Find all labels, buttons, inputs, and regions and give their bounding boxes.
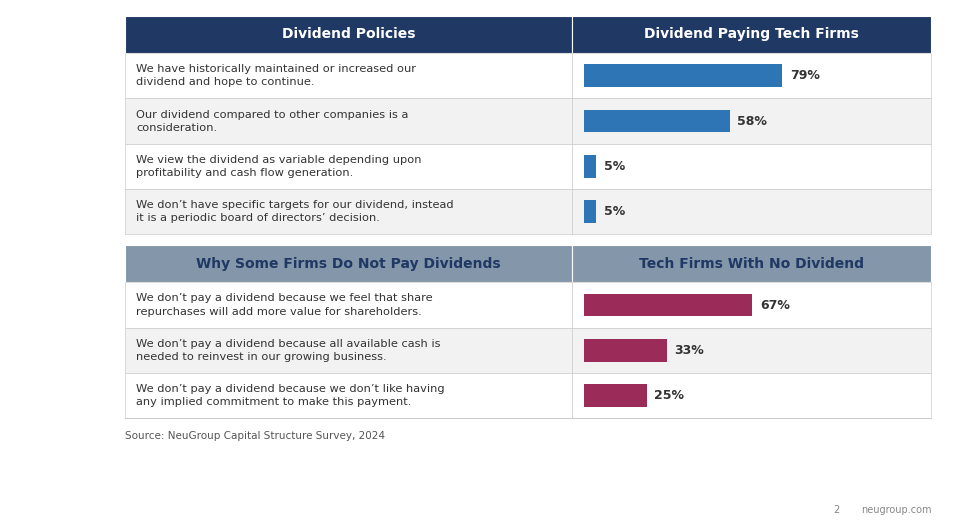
Text: Dividend Paying Tech Firms: Dividend Paying Tech Firms [644,28,859,41]
FancyBboxPatch shape [572,53,931,98]
Text: 33%: 33% [675,344,705,357]
Text: 25%: 25% [655,389,684,402]
FancyBboxPatch shape [125,328,572,373]
Text: Why Some Firms Do Not Pay Dividends: Why Some Firms Do Not Pay Dividends [196,257,501,270]
Text: 79%: 79% [790,69,820,82]
Text: Our dividend compared to other companies is a
consideration.: Our dividend compared to other companies… [136,109,409,133]
Text: We don’t pay a dividend because we feel that share
repurchases will add more val: We don’t pay a dividend because we feel … [136,293,433,317]
FancyBboxPatch shape [125,282,572,328]
Text: neugroup.com: neugroup.com [861,505,931,515]
FancyBboxPatch shape [584,201,596,223]
FancyBboxPatch shape [572,328,931,373]
FancyBboxPatch shape [584,384,647,407]
FancyBboxPatch shape [584,110,730,132]
Text: We don’t pay a dividend because all available cash is
needed to reinvest in our : We don’t pay a dividend because all avai… [136,339,441,362]
Text: Source: NeuGroup Capital Structure Survey, 2024: Source: NeuGroup Capital Structure Surve… [125,431,385,441]
FancyBboxPatch shape [572,373,931,418]
FancyBboxPatch shape [125,189,572,234]
FancyBboxPatch shape [125,53,572,98]
Text: We don’t pay a dividend because we don’t like having
any implied commitment to m: We don’t pay a dividend because we don’t… [136,384,444,407]
Text: 5%: 5% [604,205,625,218]
FancyBboxPatch shape [125,98,572,144]
FancyBboxPatch shape [584,65,782,87]
FancyBboxPatch shape [572,282,931,328]
FancyBboxPatch shape [572,245,931,282]
FancyBboxPatch shape [125,144,572,189]
FancyBboxPatch shape [125,16,572,53]
FancyBboxPatch shape [125,245,572,282]
Text: Tech Firms With No Dividend: Tech Firms With No Dividend [639,257,864,270]
FancyBboxPatch shape [572,189,931,234]
Text: Dividend Policies: Dividend Policies [282,28,416,41]
Text: 5%: 5% [604,160,625,173]
FancyBboxPatch shape [572,98,931,144]
Text: We have historically maintained or increased our
dividend and hope to continue.: We have historically maintained or incre… [136,64,417,88]
FancyBboxPatch shape [584,155,596,178]
Text: 67%: 67% [760,299,790,312]
FancyBboxPatch shape [572,144,931,189]
FancyBboxPatch shape [584,339,667,362]
FancyBboxPatch shape [572,16,931,53]
FancyBboxPatch shape [125,373,572,418]
FancyBboxPatch shape [584,294,753,316]
Text: We view the dividend as variable depending upon
profitability and cash flow gene: We view the dividend as variable dependi… [136,155,421,178]
Text: We don’t have specific targets for our dividend, instead
it is a periodic board : We don’t have specific targets for our d… [136,200,454,224]
Text: 2: 2 [833,505,840,515]
Text: 58%: 58% [737,115,767,128]
